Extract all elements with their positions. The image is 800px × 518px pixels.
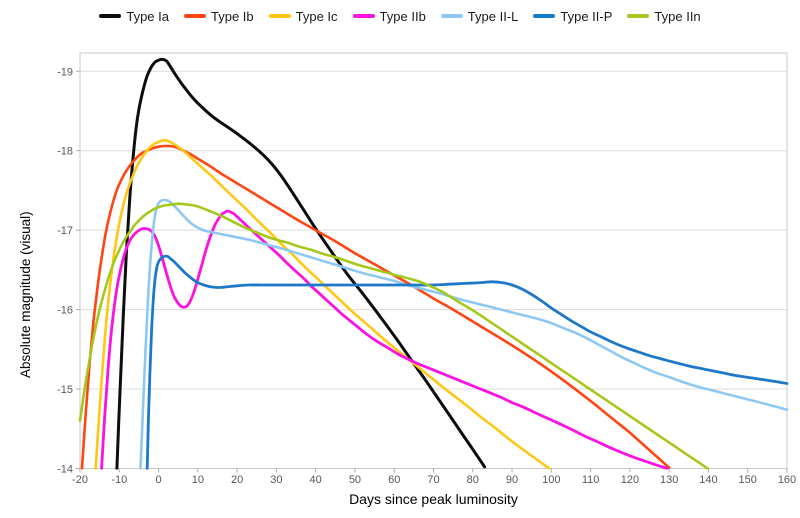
x-tick-label: -20	[72, 474, 88, 486]
x-tick-label: 0	[155, 474, 161, 486]
plot-border	[79, 52, 788, 469]
legend-swatch-type-ib	[183, 14, 206, 18]
x-tick-label: 140	[699, 474, 717, 486]
series-line-type-iin	[78, 202, 709, 470]
series-line-type-ib	[80, 144, 671, 470]
x-tick-label: 80	[467, 474, 479, 486]
x-axis-title: Days since peak luminosity	[349, 491, 518, 507]
x-tick-label: 90	[506, 474, 518, 486]
x-tick-label: 160	[778, 474, 796, 486]
y-tick-label: -19	[57, 66, 73, 78]
legend-label: Type Ib	[210, 8, 254, 24]
legend: Type Ia Type Ib Type Ic Type IIb Type II-L Ty…	[0, 6, 800, 26]
x-tick-label: 110	[582, 474, 600, 486]
x-tick-label: 50	[349, 474, 361, 486]
x-tick-label: 120	[621, 474, 639, 486]
legend-swatch-type-iin	[627, 14, 650, 18]
legend-swatch-type-ii-l	[440, 14, 463, 18]
x-tick-label: 100	[542, 474, 560, 486]
legend-item-type-ii-l: Type II-L	[440, 8, 519, 24]
y-tick-label: -15	[57, 384, 73, 396]
legend-label: Type IIb	[379, 8, 426, 24]
y-tick-label: -14	[57, 464, 73, 476]
legend-label: Type II-L	[467, 8, 519, 24]
y-tick-label: -17	[57, 225, 73, 237]
series-line-type-ii-p	[145, 254, 789, 470]
x-tick-label: 40	[310, 474, 322, 486]
legend-label: Type IIn	[654, 8, 701, 24]
legend-swatch-type-ia	[99, 14, 122, 18]
x-tick-label: 20	[231, 474, 243, 486]
x-tick-label: 150	[739, 474, 757, 486]
series-line-type-ia	[115, 57, 487, 470]
legend-swatch-type-iib	[352, 14, 375, 18]
x-tick-label: 130	[660, 474, 678, 486]
legend-item-type-ib: Type Ib	[183, 8, 254, 24]
legend-label: Type Ia	[126, 8, 169, 24]
x-tick-label: 10	[192, 474, 204, 486]
x-tick-label: 30	[270, 474, 282, 486]
legend-item-type-iib: Type IIb	[352, 8, 426, 24]
y-tick-label: -18	[57, 146, 73, 158]
legend-item-type-iin: Type IIn	[627, 8, 701, 24]
y-tick-label: -16	[57, 305, 73, 317]
legend-item-type-ii-p: Type II-P	[533, 9, 612, 24]
x-tick-label: 70	[427, 474, 439, 486]
y-axis-title: Absolute magnitude (visual)	[18, 211, 33, 378]
series-line-type-ii-l	[139, 198, 789, 470]
legend-swatch-type-ic	[268, 14, 291, 18]
legend-swatch-type-ii-p	[533, 14, 556, 18]
legend-item-type-ia: Type Ia	[99, 9, 169, 24]
x-tick-label: -10	[111, 474, 127, 486]
legend-item-type-ic: Type Ic	[268, 8, 338, 24]
legend-label: Type II-P	[560, 8, 613, 24]
series-line-type-iib	[100, 209, 669, 470]
x-tick-label: 60	[388, 474, 400, 486]
legend-label: Type Ic	[295, 8, 338, 24]
